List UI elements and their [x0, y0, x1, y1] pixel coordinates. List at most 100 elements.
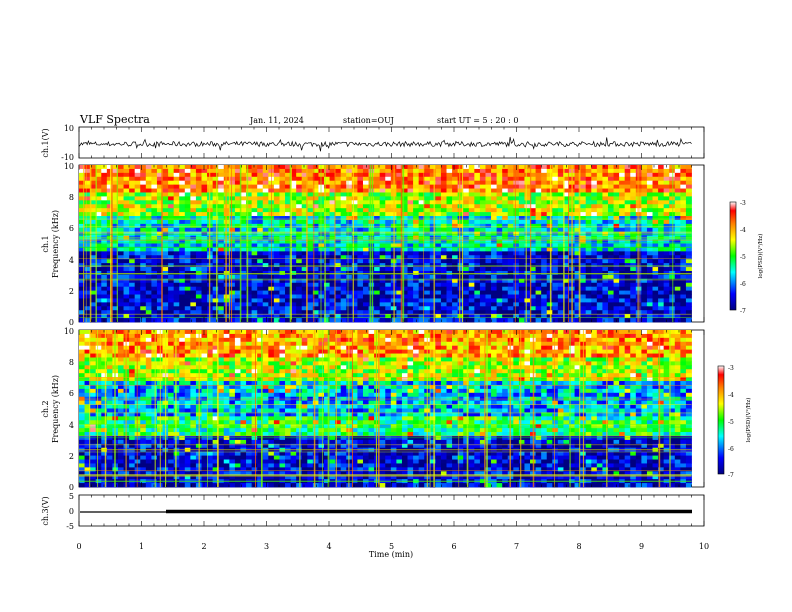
spectrogram-cell — [285, 337, 291, 343]
spectrogram-cell — [557, 314, 564, 319]
spectrogram-cell — [90, 274, 97, 280]
spectrogram-cell — [179, 216, 186, 221]
spectrogram-cell — [362, 259, 369, 264]
spectrogram-cell — [502, 219, 509, 225]
spectrogram-cell — [218, 247, 225, 252]
spectrogram-cell — [401, 333, 408, 339]
spectrogram-cell — [273, 180, 280, 186]
spectrogram-cell — [418, 306, 425, 311]
spectrogram-cell — [658, 251, 665, 256]
spectrogram-cell — [362, 216, 369, 221]
spectrogram-cell — [95, 274, 102, 280]
spectrogram-cell — [641, 239, 648, 244]
spectrogram-cell — [184, 180, 191, 186]
spectrogram-cell — [123, 231, 130, 237]
spectrogram-cell — [574, 168, 581, 174]
spectrogram-cell — [218, 286, 225, 292]
spectrogram-cell — [491, 239, 498, 244]
spectrogram-cell — [329, 180, 336, 186]
spectrogram-cell — [474, 231, 481, 237]
spectrogram-cell — [535, 239, 542, 244]
spectrogram-cell — [635, 274, 642, 280]
spectrogram-cell — [385, 345, 392, 351]
spectrogram-cell — [117, 212, 124, 217]
spectrogram-cell — [101, 345, 108, 351]
spectrogram-cell — [234, 231, 241, 237]
spectrogram-cell — [79, 192, 85, 197]
spectrogram-cell — [413, 196, 420, 201]
spectrogram-cell — [541, 204, 548, 209]
spectrogram-cell — [669, 294, 676, 299]
spectrogram-cell — [635, 204, 642, 209]
spectrogram-cell — [112, 290, 119, 295]
spectrogram-cell — [184, 188, 191, 193]
spectrogram-cell — [630, 208, 637, 213]
spectrogram-cell — [240, 200, 247, 205]
spectrogram-cell — [658, 278, 665, 284]
spectrogram-cell — [285, 247, 291, 252]
spectrogram-cell — [374, 318, 381, 323]
spectrogram-cell — [524, 204, 531, 209]
spectrogram-cell — [602, 251, 609, 256]
spectrogram-cell — [518, 341, 525, 347]
spectrogram-cell — [184, 247, 191, 252]
spectrogram-cell — [251, 290, 258, 295]
spectrogram-cell — [268, 337, 275, 343]
spectrogram-cell — [424, 168, 431, 174]
spectrogram-cell — [134, 247, 141, 252]
spectrogram-cell — [513, 239, 520, 244]
spectrogram-cell — [251, 184, 258, 189]
spectrogram-cell — [658, 337, 665, 343]
spectrogram-cell — [479, 286, 486, 292]
spectrogram-cell — [513, 188, 520, 193]
spectrogram-cell — [518, 231, 525, 237]
spectrogram-cell — [613, 267, 620, 272]
spectrogram-cell — [357, 274, 364, 280]
spectrogram-cell — [190, 188, 197, 193]
spectrogram-cell — [290, 337, 297, 343]
spectrogram-cell — [346, 165, 353, 170]
spectrogram-cell — [168, 184, 175, 189]
spectrogram-cell — [658, 165, 665, 170]
spectrogram-cell — [557, 247, 564, 252]
spectrogram-cell — [117, 223, 124, 229]
spectrogram-cell — [195, 318, 202, 323]
spectrogram-cell — [106, 251, 113, 256]
spectrogram-cell — [351, 278, 358, 284]
spectrogram-cell — [496, 223, 503, 229]
spectrogram-cell — [546, 231, 553, 237]
spectrogram-cell — [106, 227, 113, 233]
spectrogram-cell — [290, 310, 297, 315]
spectrogram-cell — [346, 172, 353, 178]
spectrogram-cell — [123, 176, 130, 182]
spectrogram-cell — [619, 314, 626, 319]
spectrogram-cell — [485, 298, 492, 303]
spectrogram-cell — [179, 208, 186, 213]
spectrogram-cell — [613, 212, 620, 217]
spectrogram-cell — [234, 259, 241, 264]
spectrogram-cell — [646, 208, 653, 213]
spectrogram-cell — [685, 341, 692, 347]
spectrogram-cell — [145, 302, 152, 307]
spectrogram-cell — [140, 247, 147, 252]
spectrogram-cell — [463, 306, 470, 311]
spectrogram-cell — [585, 204, 592, 209]
spectrogram-cell — [546, 267, 553, 272]
spectrogram-cell — [112, 223, 119, 229]
spectrogram-cell — [168, 243, 175, 248]
spectrogram-cell — [145, 294, 152, 299]
spectrogram-cell — [335, 165, 342, 170]
spectrogram-cell — [212, 286, 219, 292]
spectrogram-cell — [312, 212, 319, 217]
spectrogram-cell — [324, 341, 330, 347]
spectrogram-cell — [413, 243, 420, 248]
spectrogram-cell — [530, 278, 536, 284]
spectrogram-cell — [502, 200, 509, 205]
spectrogram-cell — [452, 184, 459, 189]
spectrogram-cell — [201, 216, 208, 221]
spectrogram-cell — [273, 176, 280, 182]
spectrogram-cell — [479, 227, 486, 233]
spectrogram-cell — [413, 290, 420, 295]
spectrogram-cell — [446, 294, 453, 299]
spectrogram-cell — [95, 337, 102, 343]
